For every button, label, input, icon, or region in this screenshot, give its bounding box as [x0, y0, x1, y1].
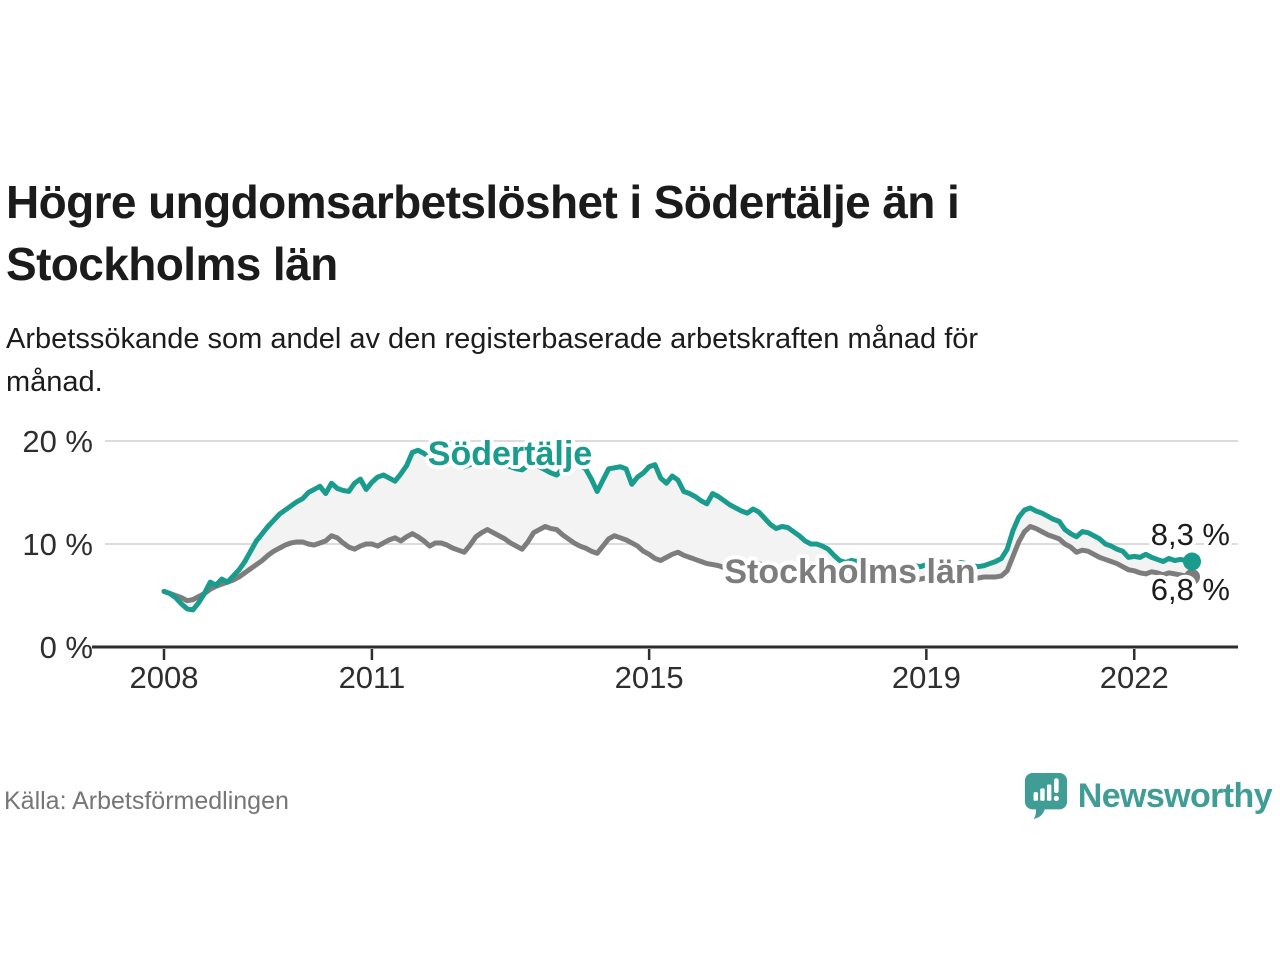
- source-note: Källa: Arbetsförmedlingen: [4, 787, 289, 815]
- unemployment-line-chart: 2008 2011 2015 2019 2022 20 % 10 % 0 % Södertälj…: [0, 410, 1280, 710]
- newsworthy-wordmark: Newsworthy: [1077, 776, 1273, 815]
- series-label-sodertalje: Södertälje: [428, 435, 592, 473]
- x-tick-label: 2022: [1100, 660, 1169, 695]
- x-tick-label: 2011: [339, 660, 406, 695]
- end-value-label-sodertalje: 8,3 %: [1151, 517, 1230, 552]
- y-tick-label: 10 %: [22, 527, 93, 562]
- series-label-stockholms-lan: Stockholms län: [724, 553, 975, 591]
- end-value-label-stockholms-lan: 6,8 %: [1151, 572, 1230, 607]
- x-tick-label: 2019: [892, 660, 961, 695]
- chart-svg: 2008 2011 2015 2019 2022 20 % 10 % 0 % Södertälj…: [22, 424, 1238, 695]
- series-end-dot-sodertalje: [1183, 552, 1202, 571]
- page-subtitle: Arbetssökande som andel av den registerb…: [6, 318, 1266, 404]
- x-tick-label: 2015: [615, 660, 684, 695]
- title-line-2: Stockholms län: [6, 237, 338, 290]
- subtitle-line-1: Arbetssökande som andel av den registerb…: [6, 323, 979, 355]
- y-tick-label: 20 %: [22, 424, 93, 459]
- subtitle-line-2: månad.: [6, 366, 103, 398]
- newsworthy-icon: [1024, 773, 1067, 819]
- band-fill: [164, 449, 1193, 610]
- series-end-dot-stockholms-lan: [1184, 568, 1201, 585]
- title-line-1: Högre ungdomsarbetslöshet i Södertälje ä…: [6, 175, 960, 228]
- page-title: Högre ungdomsarbetslöshet i Södertälje ä…: [6, 171, 1266, 295]
- y-tick-label: 0 %: [40, 630, 93, 665]
- x-tick-label: 2008: [130, 660, 199, 695]
- series-line-stockholms-lan: [161, 523, 1195, 604]
- newsworthy-logo: Newsworthy: [1023, 772, 1273, 820]
- series-line-sodertalje: [161, 446, 1195, 613]
